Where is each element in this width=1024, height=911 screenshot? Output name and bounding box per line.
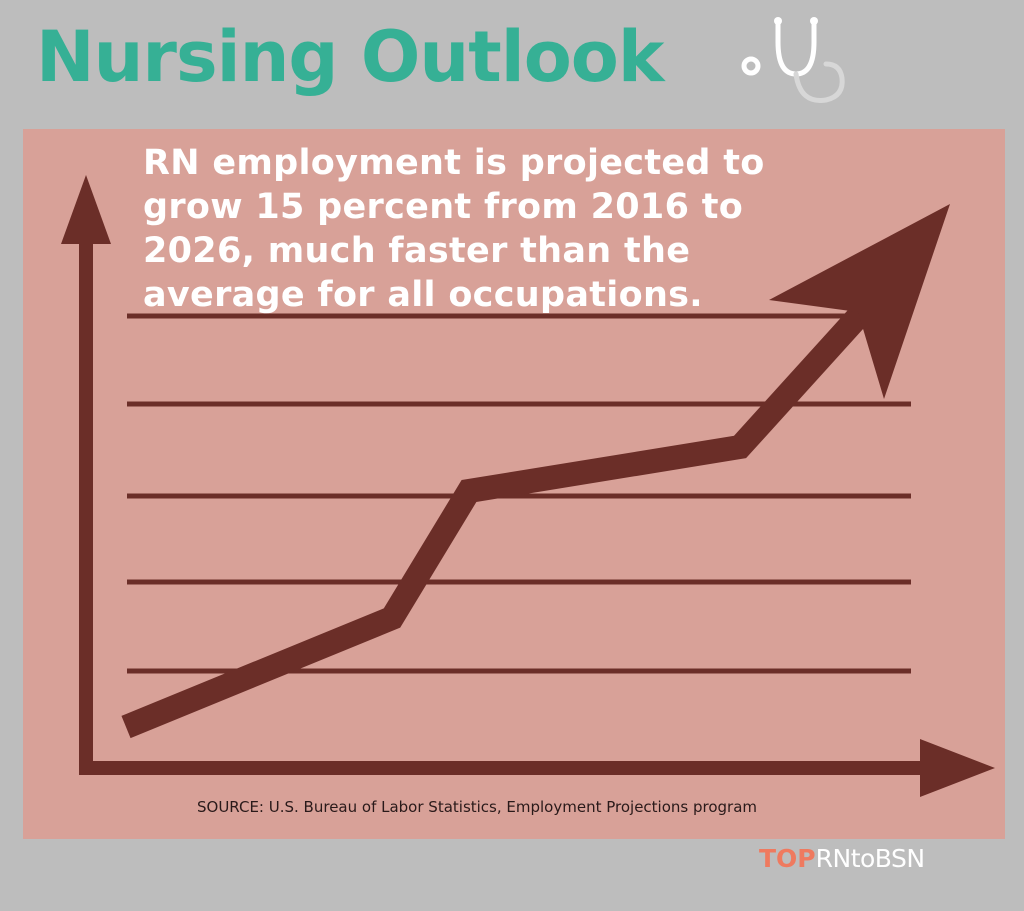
y-axis-line — [79, 211, 93, 773]
x-axis-arrowhead — [920, 739, 995, 797]
x-axis-line — [79, 761, 947, 775]
brand-name: RNtoBSN — [815, 844, 925, 873]
growth-chart — [61, 175, 995, 797]
source-citation: SOURCE: U.S. Bureau of Labor Statistics,… — [197, 798, 758, 816]
y-axis-arrowhead — [61, 175, 111, 244]
stethoscope-icon — [741, 17, 845, 103]
trend-arrowhead — [769, 204, 950, 399]
trend-line — [121, 300, 874, 739]
infographic-panel: RN employment is projected to grow 15 pe… — [23, 129, 1005, 839]
headline: RN employment is projected to grow 15 pe… — [143, 143, 765, 315]
brand-emphasis: TOP — [759, 844, 816, 873]
brand-logo: TOPRNtoBSN — [759, 846, 925, 871]
page-title: Nursing Outlook — [36, 16, 664, 98]
